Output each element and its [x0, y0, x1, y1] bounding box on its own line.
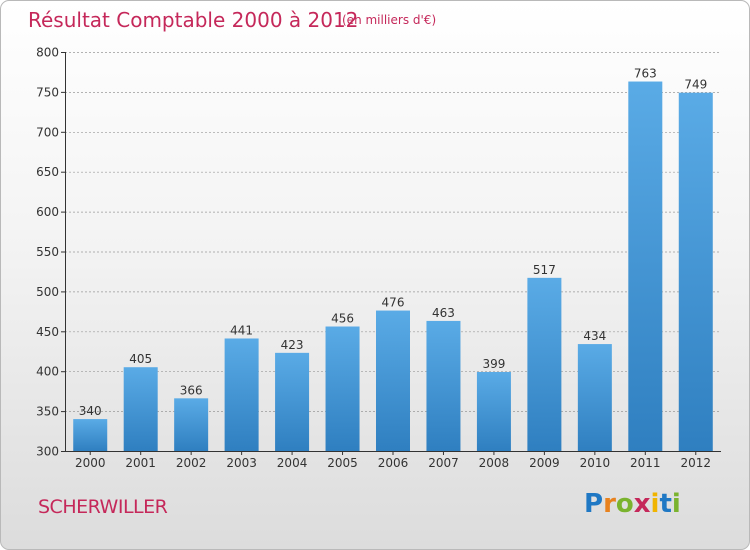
x-tick-label: 2001 [125, 456, 156, 470]
y-tick-label: 550 [36, 245, 59, 259]
x-tick-label: 2010 [580, 456, 611, 470]
value-label: 456 [331, 312, 354, 326]
bar-2012 [678, 92, 713, 451]
value-label: 476 [382, 296, 405, 310]
value-label: 366 [180, 383, 203, 397]
bar-2008 [476, 371, 511, 451]
axes [61, 52, 721, 455]
bar-2010 [577, 344, 612, 451]
value-label: 423 [281, 338, 304, 352]
bar-2000 [73, 419, 108, 451]
bar-2009 [527, 277, 562, 451]
value-label: 749 [684, 78, 707, 92]
x-tick-label: 2003 [226, 456, 257, 470]
y-tick-label: 400 [36, 365, 59, 379]
logo-letter: x [633, 489, 651, 519]
logo-letter: i [650, 489, 660, 519]
bars [73, 81, 713, 451]
x-tick-label: 2004 [277, 456, 308, 470]
value-label: 441 [230, 323, 253, 337]
value-label: 763 [634, 67, 657, 81]
bar-2005 [325, 326, 360, 451]
logo-letter: P [584, 489, 604, 519]
y-tick-label: 300 [36, 445, 59, 459]
y-tick-label: 750 [36, 85, 59, 99]
logo-letter: t [659, 489, 672, 519]
y-tick-label: 800 [36, 46, 59, 60]
y-tick-label: 350 [36, 405, 59, 419]
value-label: 405 [129, 352, 152, 366]
bar-2004 [275, 352, 310, 451]
value-label: 340 [79, 404, 102, 418]
y-tick-label: 650 [36, 165, 59, 179]
y-tick-label: 500 [36, 285, 59, 299]
bar-2007 [426, 320, 461, 451]
chart-title: Résultat Comptable 2000 à 2012 [28, 8, 359, 32]
y-tick-label: 700 [36, 125, 59, 139]
bar-2011 [628, 81, 663, 451]
value-label: 434 [583, 329, 606, 343]
x-tick-label: 2012 [680, 456, 711, 470]
proxiti-logo: Proxiti [584, 489, 681, 519]
y-tick-label: 450 [36, 325, 59, 339]
x-tick-label: 2000 [75, 456, 106, 470]
town-name: SCHERWILLER [38, 496, 168, 518]
x-tick-label: 2009 [529, 456, 560, 470]
chart-subtitle: (en milliers d'€) [342, 13, 437, 27]
y-tick-label: 600 [36, 205, 59, 219]
value-label: 517 [533, 263, 556, 277]
bar-2003 [224, 338, 259, 451]
logo-letter: r [603, 489, 616, 519]
labels: 300 350 400 450 500 550 600 650 700 750 800 340 2000… [36, 46, 711, 471]
logo-letter: o [615, 489, 634, 519]
bar-2001 [123, 367, 158, 451]
logo-letter: i [671, 489, 681, 519]
x-tick-label: 2008 [479, 456, 510, 470]
x-tick-label: 2006 [378, 456, 409, 470]
x-tick-label: 2005 [327, 456, 358, 470]
bar-2006 [376, 310, 410, 451]
value-label: 399 [482, 357, 505, 371]
value-label: 463 [432, 306, 455, 320]
bar-2002 [174, 398, 209, 451]
x-tick-label: 2002 [176, 456, 207, 470]
x-tick-label: 2007 [428, 456, 459, 470]
x-tick-label: 2011 [630, 456, 661, 470]
